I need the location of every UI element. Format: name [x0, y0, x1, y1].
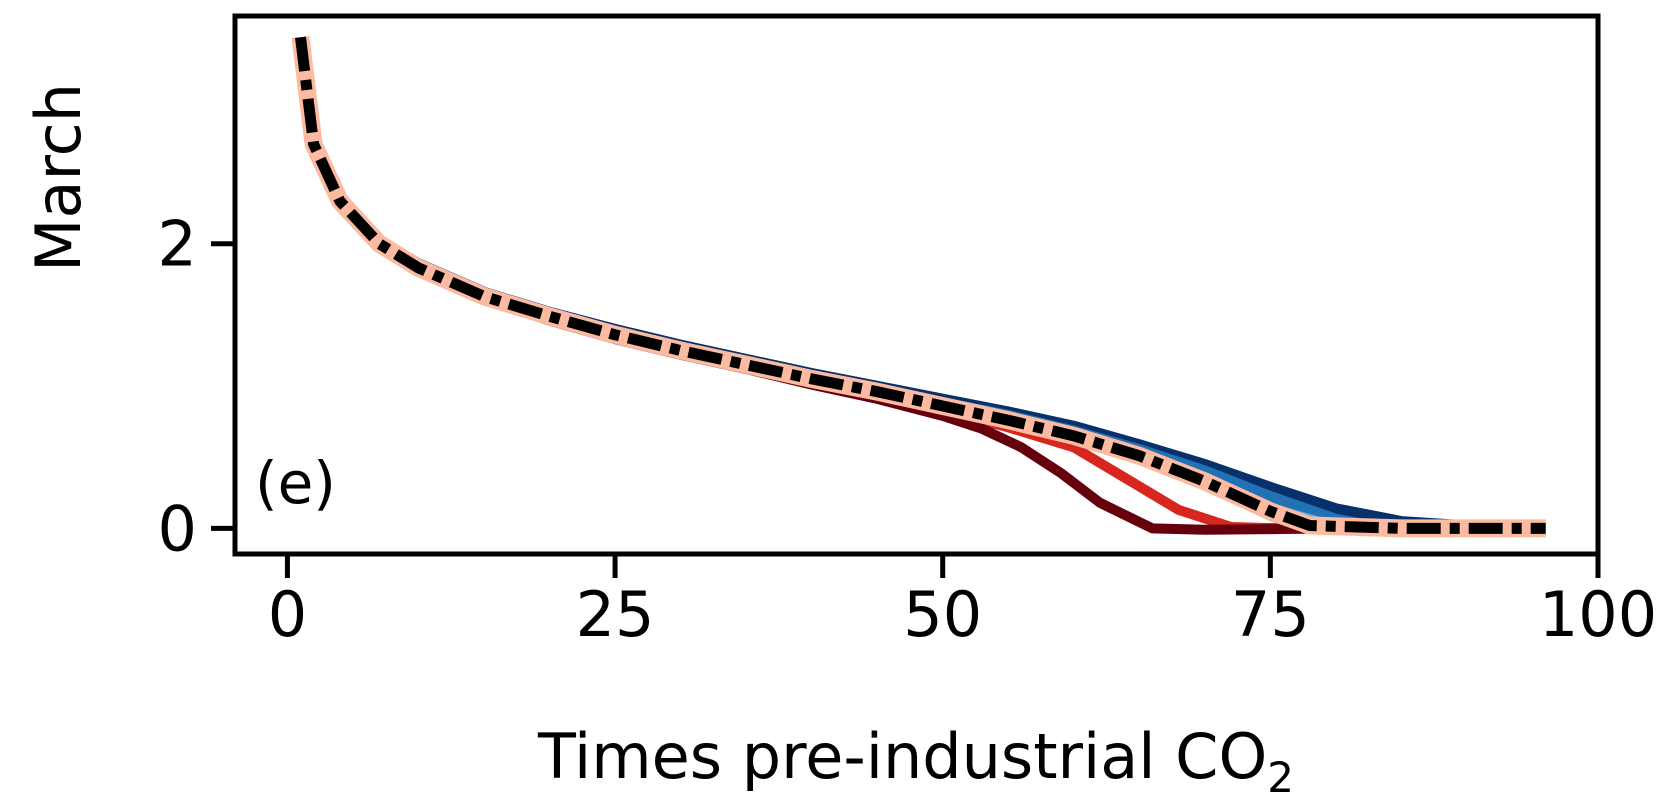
x-tick-label: 75 [1231, 578, 1310, 651]
y-tick-label: 2 [158, 208, 197, 281]
series-line-8 [295, 36, 1546, 534]
panel-label: (e) [255, 449, 336, 517]
series-line-1 [292, 36, 1546, 537]
series-line-4 [296, 36, 1546, 533]
series-line-5 [295, 36, 1546, 534]
ticks-layer: 0 25 50 75 100 0 2 [158, 208, 1658, 651]
x-tick-label: 25 [576, 578, 655, 651]
x-axis-title-subscript: 2 [1267, 753, 1294, 795]
plot-frame [232, 13, 1601, 557]
series-line-3 [296, 36, 1546, 533]
y-axis-title: March [22, 83, 95, 272]
x-tick-label: 50 [903, 578, 982, 651]
x-tick-label: 100 [1539, 578, 1657, 651]
x-axis-title: Times pre-industrial CO2 [537, 720, 1294, 795]
series-layer [291, 36, 1546, 538]
x-tick-label: 0 [268, 578, 307, 651]
series-line-2 [294, 36, 1546, 535]
series-line-7 [291, 36, 1546, 538]
series-line-6 [295, 36, 1546, 535]
x-axis-title-main: Times pre-industrial CO [537, 720, 1267, 793]
y-tick-label: 0 [158, 492, 197, 565]
